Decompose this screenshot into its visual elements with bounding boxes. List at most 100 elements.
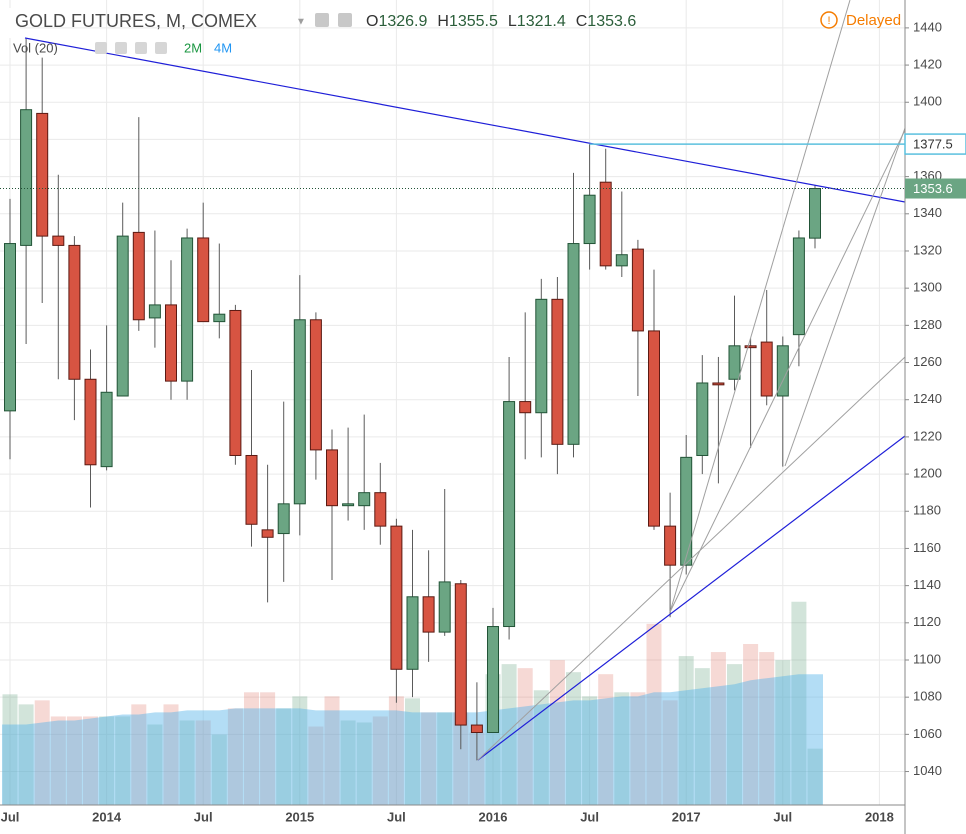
settings-icon[interactable] [338,13,352,27]
volume-bar [678,656,694,805]
y-tick-label: 1060 [913,726,942,741]
volume-bar [179,720,195,805]
y-tick-label: 1220 [913,428,942,443]
header-bg [0,8,20,38]
candle-body [438,581,451,633]
volume-bar [195,720,211,805]
candle-body [229,309,242,456]
candle-body [358,492,371,507]
x-tick-label: Jul [580,809,599,824]
candle-body [744,345,757,349]
volume-bar [131,704,147,805]
fan-line [784,127,905,467]
volume-bar [292,696,308,805]
volume-bar [566,672,581,805]
candle-body [197,237,210,323]
y-tick-label: 1040 [913,763,942,778]
volume-bar [791,601,807,805]
volume-bar [244,692,259,805]
x-tick-label: 2016 [479,809,508,824]
volume-bar [227,708,243,805]
volume-bar [469,732,485,805]
candle-body [181,237,194,382]
delayed-icon-mark: ! [827,15,830,27]
fan-line [669,0,851,613]
y-tick-label: 1400 [913,94,942,109]
candle-body [503,401,516,628]
candle-body [277,503,290,535]
vol-close-icon[interactable] [155,42,167,54]
y-tick-label: 1200 [913,466,942,481]
volume-bar [437,712,453,805]
ohlc-value: 1355.5 [449,13,498,30]
x-tick-label: Jul [773,809,792,824]
volume-period: 4M [214,40,232,55]
vol-add-icon[interactable] [135,42,147,54]
y-tick-label: 1080 [913,689,942,704]
candle-body [809,188,821,239]
ohlc-value: 1353.6 [587,13,636,30]
candle-body [583,194,596,245]
fan-line [669,129,905,613]
candle-body [535,298,548,414]
fan-line [477,356,905,761]
volume-bar [50,716,66,805]
y-tick-label: 1140 [913,577,941,592]
volume-period: 2M [184,40,202,55]
candle-body [551,298,564,445]
ohlc-key: L [508,13,517,30]
drawings [24,0,905,761]
candle-body [696,382,709,456]
level-box [904,133,966,155]
vol-eye-icon[interactable] [95,42,107,54]
volume-bar [372,716,388,805]
candle-body [68,244,81,380]
dropdown-icon[interactable]: ▼ [296,17,306,28]
x-tick-label: Jul [194,809,213,824]
last-price-label: 1353.6 [913,181,953,196]
candle-body [728,345,741,380]
volume-bar [694,668,710,805]
ohlc-key: O [366,13,378,30]
volume-bar [727,664,742,805]
volume-bar [147,724,163,805]
candle-body [567,243,580,445]
y-tick-label: 1320 [913,242,942,257]
x-tick-label: 2018 [865,809,894,824]
x-tick-label: Jul [1,809,20,824]
candle-body [245,454,258,525]
volume-ma-area [2,674,823,805]
volume-bar [163,704,179,805]
candle-body [390,525,403,670]
candle-body [116,235,129,397]
candle-body [599,181,612,267]
candle-body [712,382,725,386]
eye-icon[interactable] [315,13,329,27]
y-tick-label: 1300 [913,280,942,295]
y-tick-label: 1160 [913,540,941,555]
y-tick-label: 1440 [913,19,942,34]
header: GOLD FUTURES, M, COMEX ▼ O1326.9 H1355.5 L… [0,8,901,55]
candle-body [309,319,322,451]
delayed-icon[interactable] [820,11,838,29]
x-tick-label: 2017 [672,809,701,824]
ohlc-key: H [437,13,449,30]
candle-body [406,596,419,670]
candle-body [776,345,789,397]
vol-settings-icon[interactable] [115,42,127,54]
volume-bar [99,716,115,805]
last-price-box [905,178,966,199]
y-tick-label: 1420 [913,57,942,72]
volume-bar [646,623,662,805]
candle-body [293,319,306,505]
chart-title: GOLD FUTURES, M, COMEX [15,11,257,31]
volume-bar [710,652,726,805]
candle-body [680,456,693,566]
y-tick-label: 1240 [913,391,942,406]
volume-bar [614,692,630,805]
y-tick-label: 1120 [913,614,941,629]
volume-bar [517,668,533,805]
candle-body [4,243,16,412]
x-tick-label: 2015 [285,809,314,824]
delayed-status[interactable]: Delayed [846,12,901,29]
